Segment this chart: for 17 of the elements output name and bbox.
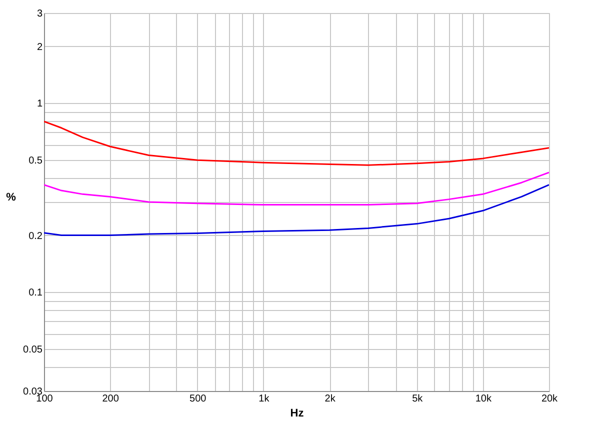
- x-tick-label: 20k: [541, 394, 559, 404]
- x-tick-label: 200: [102, 394, 120, 404]
- x-axis-title: Hz: [290, 408, 304, 420]
- y-tick-label: 1: [36, 98, 43, 110]
- y-axis-title: %: [6, 192, 16, 204]
- x-tick-label: 2k: [324, 394, 336, 404]
- x-tick-label: 5k: [412, 394, 424, 404]
- x-tick-label: 500: [190, 394, 207, 404]
- y-tick-label: 0.1: [28, 288, 43, 299]
- x-tick-label: 1k: [258, 394, 270, 404]
- x-tick-label: 100: [36, 394, 54, 404]
- y-tick-label: 0.2: [28, 230, 43, 242]
- y-tick-label: 0.5: [28, 156, 43, 167]
- x-tick-label: 10k: [475, 394, 492, 404]
- y-tick-label: 0.05: [23, 344, 43, 356]
- y-tick-label: 3: [36, 8, 43, 20]
- y-tick-label: 2: [36, 42, 43, 53]
